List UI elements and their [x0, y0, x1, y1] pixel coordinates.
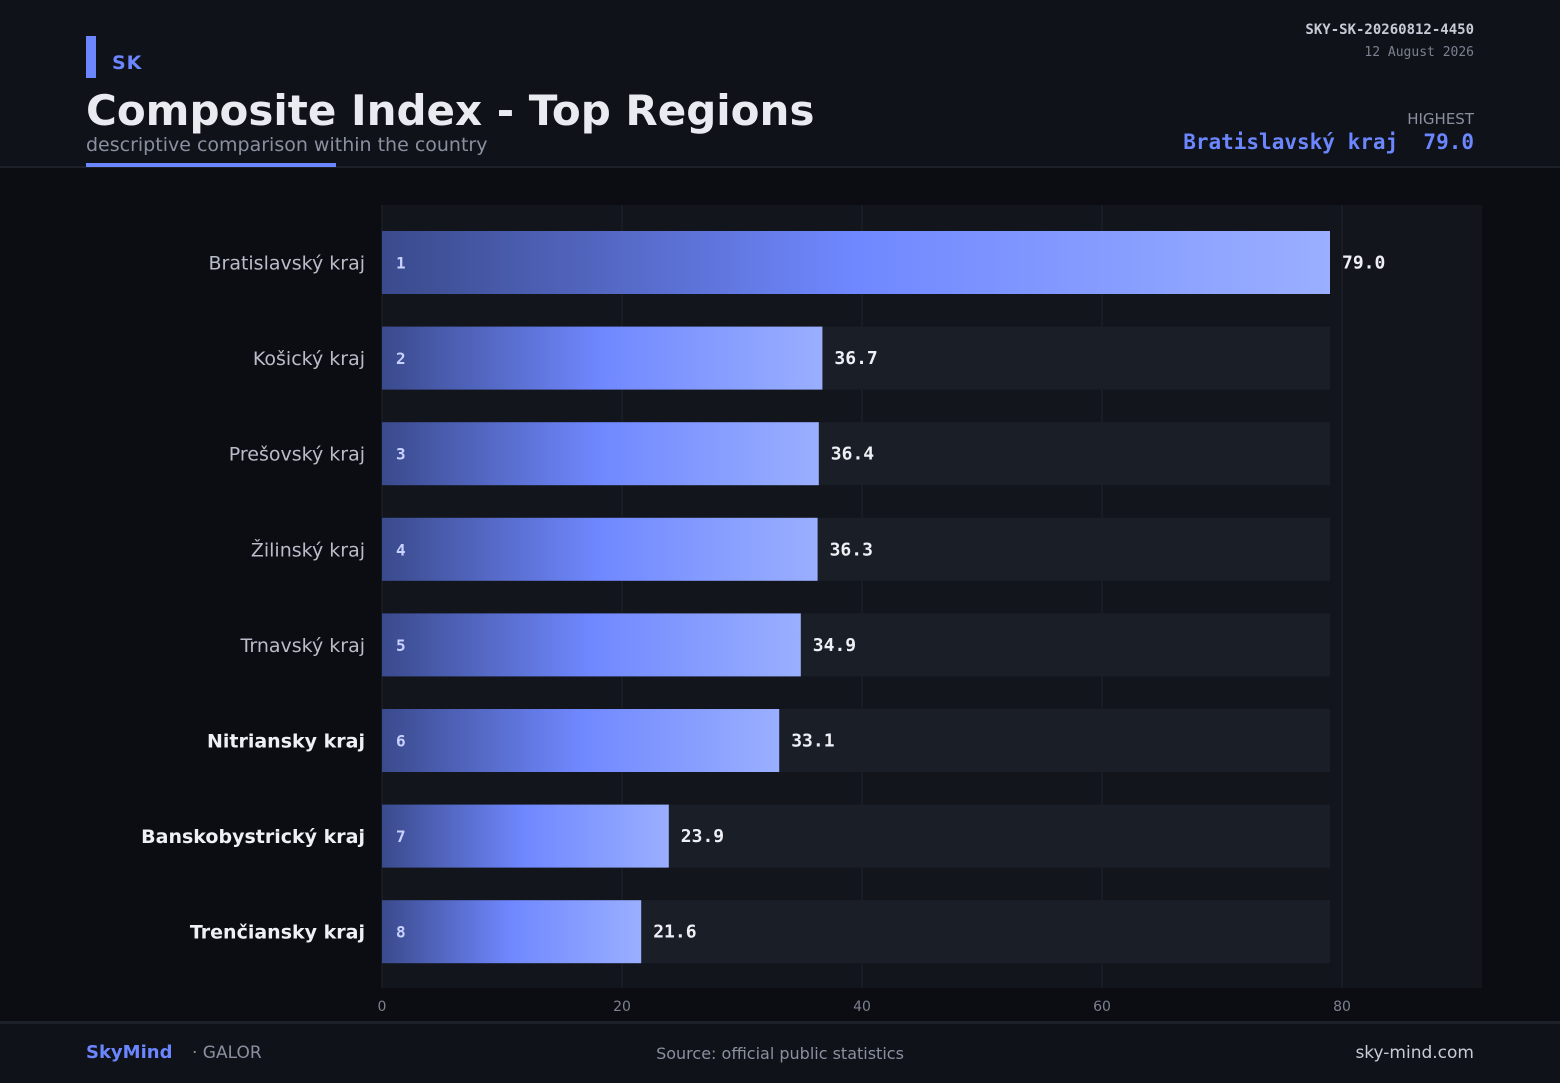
highest-value: Bratislavský kraj 79.0	[1183, 130, 1474, 154]
page-title: Composite Index - Top Regions	[86, 86, 815, 135]
value-label: 21.6	[653, 922, 696, 943]
rank-label: 8	[396, 923, 406, 942]
bar	[382, 326, 823, 390]
country-code: SK	[112, 52, 143, 74]
category-label: Trenčiansky kraj	[190, 922, 365, 944]
page-subtitle: descriptive comparison within the countr…	[86, 134, 488, 156]
bar-chart: Bratislavský kraj 1 79.0 Košický kraj 2 36.7 P…	[141, 205, 1482, 1015]
value-label: 34.9	[813, 635, 856, 656]
x-tick-label: 80	[1333, 999, 1351, 1015]
highest-label: HIGHEST	[1407, 110, 1474, 128]
rank-label: 3	[396, 445, 406, 464]
bar	[382, 709, 780, 772]
value-label: 36.4	[831, 444, 875, 465]
bar	[382, 900, 642, 964]
accent-bar	[86, 36, 96, 78]
site-link[interactable]: sky-mind.com	[1355, 1043, 1474, 1063]
x-tick-label: 40	[853, 999, 871, 1015]
plot-area	[382, 205, 1482, 988]
title-underline	[86, 163, 336, 167]
document-id: SKY-SK-20260812-4450	[1305, 22, 1474, 38]
category-label: Trnavský kraj	[240, 635, 365, 657]
bar	[382, 613, 801, 677]
bar	[382, 231, 1330, 294]
value-label: 33.1	[791, 731, 834, 752]
value-label: 36.7	[834, 348, 877, 369]
footer: SkyMind · GALOR Source: official public …	[0, 1021, 1560, 1083]
rank-label: 6	[396, 732, 406, 751]
category-label: Prešovský kraj	[229, 444, 365, 466]
document-date: 12 August 2026	[1364, 45, 1474, 60]
category-label: Banskobystrický kraj	[141, 826, 365, 848]
x-tick-label: 60	[1093, 999, 1111, 1015]
bar	[382, 517, 818, 581]
source-note: Source: official public statistics	[656, 1044, 904, 1063]
brand-subtitle: · GALOR	[192, 1043, 262, 1063]
value-label: 79.0	[1342, 253, 1385, 274]
category-label: Žilinský kraj	[251, 538, 365, 561]
bar	[382, 422, 819, 486]
category-label: Bratislavský kraj	[208, 253, 365, 275]
category-label: Nitriansky kraj	[207, 731, 365, 753]
header: SK Composite Index - Top Regions descrip…	[0, 0, 1560, 168]
rank-label: 1	[396, 254, 406, 273]
rank-label: 5	[396, 636, 406, 655]
x-tick-label: 0	[378, 999, 387, 1015]
rank-label: 2	[396, 349, 406, 368]
brand-name: SkyMind	[86, 1042, 173, 1063]
bar	[382, 804, 669, 868]
rank-label: 7	[396, 827, 406, 846]
value-label: 36.3	[830, 539, 873, 560]
rank-label: 4	[396, 540, 406, 559]
value-label: 23.9	[681, 826, 724, 847]
category-label: Košický kraj	[253, 348, 365, 370]
x-tick-label: 20	[613, 999, 631, 1015]
